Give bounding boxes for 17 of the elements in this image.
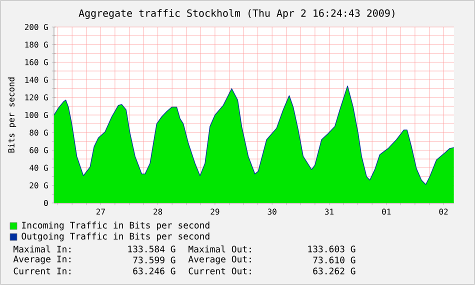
- text: 133.584 G: [128, 246, 176, 252]
- text: 73.599 G: [133, 256, 176, 264]
- text: 133.603 G: [308, 246, 356, 252]
- text: 73.610 G: [313, 256, 356, 264]
- text: Average In:: [13, 256, 70, 264]
- text: Current Out:: [188, 268, 251, 274]
- chart-title: Aggregate traffic Stockholm (Thu Apr 2 16:24:43 2009): [78, 9, 394, 19]
- text: Maximal In:: [14, 246, 70, 252]
- y-axis-title: Bits per second: [8, 78, 16, 153]
- line-series: [54, 86, 454, 185]
- text: Current In:: [14, 268, 70, 274]
- text: Maximal Out:: [188, 246, 251, 252]
- text: 63.262 G: [313, 268, 356, 274]
- legend-label: Incoming Traffic in Bits per second: [22, 222, 210, 230]
- legend-label: Outgoing Traffic in Bits per second: [22, 232, 210, 242]
- text: 63.246 G: [133, 268, 176, 274]
- text: Average Out:: [188, 256, 251, 264]
